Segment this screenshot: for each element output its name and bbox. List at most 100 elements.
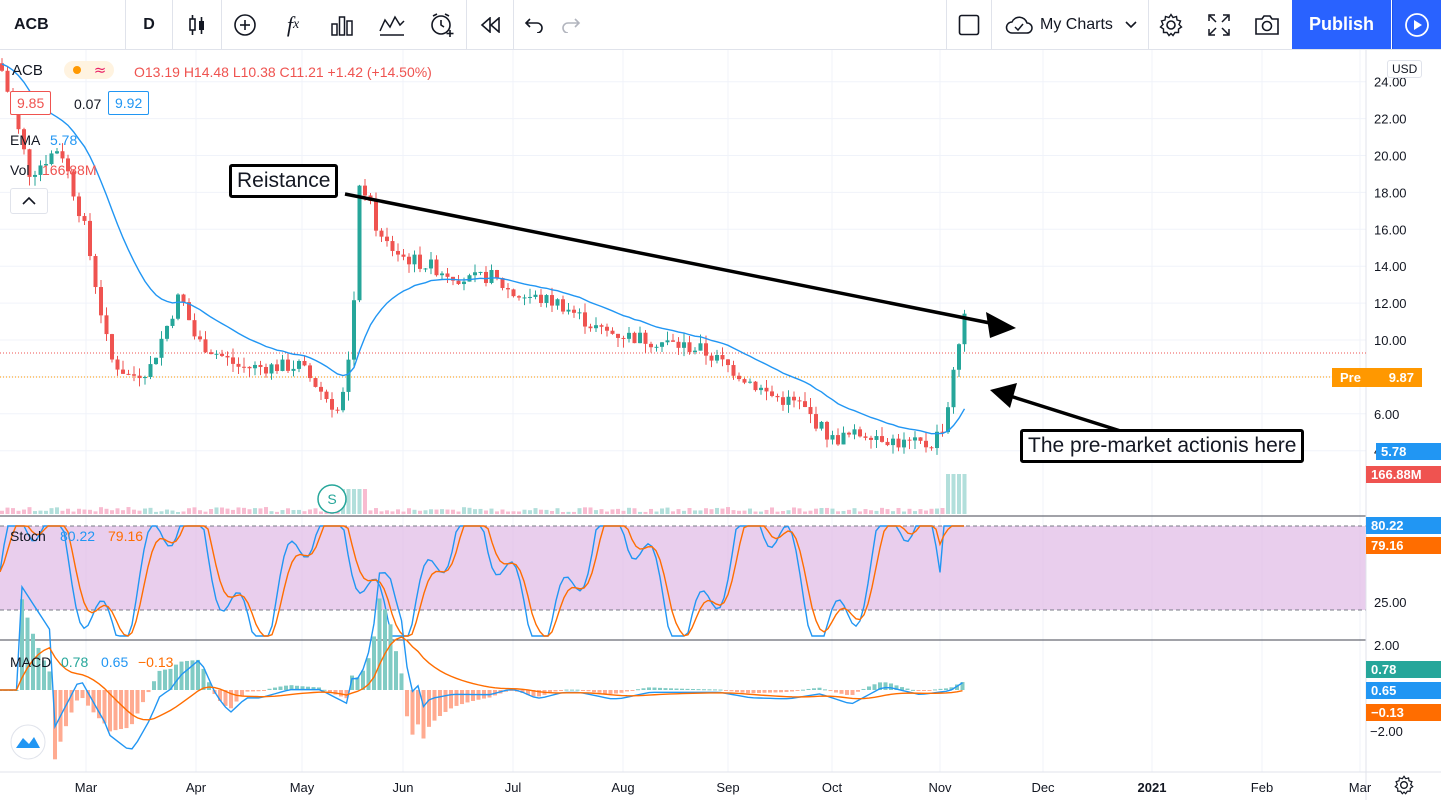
volume-bar	[737, 510, 741, 514]
macd-hist-bar	[691, 689, 695, 691]
volume-bar	[572, 511, 576, 514]
volume-bar	[781, 511, 785, 514]
candle-body	[775, 395, 780, 398]
macd-hist-bar	[905, 688, 910, 690]
candle-body	[66, 158, 70, 172]
volume-bar	[187, 508, 191, 514]
macd-hist-bar	[410, 690, 415, 735]
candle-body	[429, 259, 433, 269]
play-icon[interactable]	[1392, 0, 1441, 49]
price-tick-label: 26.00	[1374, 50, 1407, 53]
alert-clock-icon[interactable]	[418, 0, 466, 49]
candles-icon[interactable]	[173, 0, 221, 49]
candle-body	[418, 254, 422, 269]
volume-bar	[891, 511, 895, 514]
macd-hist-bar	[960, 682, 965, 690]
add-indicator-icon[interactable]	[222, 0, 268, 49]
volume-bar	[599, 509, 604, 514]
volume-bar	[462, 507, 466, 514]
macd-hist-bar	[113, 690, 118, 731]
candle-body	[49, 153, 54, 165]
candle-body	[555, 299, 560, 306]
macd-hist-bar	[69, 690, 74, 713]
candle-body	[517, 296, 521, 298]
macd-hist-bar	[432, 690, 437, 721]
volume-bar	[693, 510, 697, 514]
volume-bar	[137, 510, 142, 514]
candle-body	[357, 185, 362, 301]
bars-icon[interactable]	[318, 0, 366, 49]
ema-price-tag: 5.78	[1376, 443, 1441, 460]
volume-bar	[412, 509, 417, 514]
candle-body	[181, 294, 186, 303]
volume-bar	[561, 511, 565, 514]
volume-bar	[720, 508, 725, 514]
macd-hist-bar	[553, 690, 558, 692]
candle-body	[473, 272, 477, 276]
candle-body	[176, 294, 180, 319]
fullscreen-icon[interactable]	[1196, 0, 1242, 49]
price-tick-label: 6.00	[1374, 407, 1399, 422]
legend-stoch-label: Stoch	[10, 528, 46, 544]
tradingview-logo-icon[interactable]	[10, 724, 46, 763]
currency-button[interactable]: USD	[1387, 60, 1423, 78]
premarket-annotation[interactable]: The pre-market actionis here	[1020, 429, 1305, 463]
layout-square-icon[interactable]	[947, 0, 991, 49]
macd-hist-bar	[922, 690, 926, 691]
macd-hist-bar	[146, 690, 151, 693]
my-charts-button[interactable]: My Charts	[1000, 0, 1148, 49]
volume-bar	[143, 508, 147, 514]
sun-icon: ≈	[64, 60, 114, 83]
publish-button[interactable]: Publish	[1292, 0, 1391, 49]
price-tick-label: 14.00	[1374, 259, 1407, 274]
volume-bar	[555, 508, 560, 514]
volume-bar	[511, 511, 516, 514]
price-tick-label: 24.00	[1374, 75, 1407, 90]
bid-price[interactable]: 9.85	[10, 91, 52, 115]
symbol-search[interactable]: ACB	[0, 0, 125, 49]
collapse-legend-icon[interactable]	[10, 188, 48, 214]
redo-icon[interactable]	[554, 0, 588, 49]
macd-hist-bar	[251, 690, 255, 692]
macd-hist-bar	[372, 636, 376, 690]
compare-icon[interactable]	[366, 0, 418, 49]
volume-bar	[434, 509, 439, 514]
resistance-annotation[interactable]: Reistance	[229, 164, 339, 198]
replay-icon[interactable]	[467, 0, 513, 49]
volume-bar	[38, 510, 43, 514]
candle-body	[38, 165, 43, 175]
candle-body	[341, 391, 345, 411]
candle-body	[319, 386, 323, 392]
chart-area[interactable]: S 26.00 24.00 22.00 20.00 18.00 16.00 14.00 12.…	[0, 50, 1441, 800]
candle-body	[671, 340, 675, 342]
macd-hist-bar	[317, 687, 321, 690]
macd-hist-bar	[300, 686, 305, 690]
volume-bar	[225, 508, 230, 514]
candle-body	[93, 256, 98, 288]
macd-hist-bar	[707, 689, 712, 691]
macd-hist-bar	[355, 677, 360, 690]
macd-hist-bar	[427, 690, 431, 727]
split-event-letter: S	[327, 491, 336, 507]
candle-body	[539, 294, 543, 303]
macd-hist-bar	[718, 689, 723, 691]
split-event-icon[interactable]	[317, 484, 347, 514]
macd-hist-bar	[746, 690, 750, 694]
candle-body	[335, 409, 340, 411]
candle-body	[121, 369, 125, 374]
volume-bar	[687, 508, 692, 514]
undo-icon[interactable]	[514, 0, 554, 49]
chart-settings-icon[interactable]	[1394, 775, 1414, 800]
interval-button[interactable]: D	[143, 15, 155, 33]
camera-icon[interactable]	[1244, 0, 1290, 49]
volume-tag: 166.88M	[1366, 466, 1441, 483]
candle-body	[165, 325, 169, 339]
candle-body	[264, 367, 268, 374]
settings-icon[interactable]	[1149, 0, 1193, 49]
ask-price[interactable]: 9.92	[108, 91, 150, 115]
candle-body	[577, 312, 582, 314]
volume-bar	[566, 511, 571, 514]
macd-hist-bar	[31, 633, 35, 690]
macd-hist-bar	[669, 688, 673, 690]
